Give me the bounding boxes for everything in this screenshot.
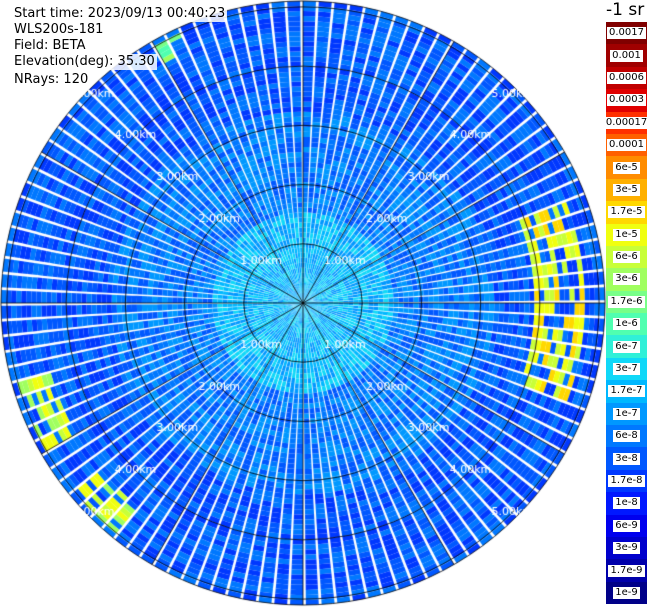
field-label: Field: BETA <box>12 38 88 54</box>
colorbar-swatch: 1e-5 <box>606 223 647 246</box>
colorbar-swatch: 6e-5 <box>606 156 647 179</box>
colorbar-tick-label: 0.0003 <box>607 94 646 107</box>
colorbar-tick-label: 6e-9 <box>613 519 640 532</box>
colorbar-tick-label: 3e-9 <box>613 542 640 555</box>
colorbar-tick-label: 1e-9 <box>613 586 640 599</box>
colorbar-tick-label: 6e-5 <box>613 161 640 174</box>
colorbar-tick-label: 1.7e-5 <box>608 206 645 219</box>
colorbar-swatch: 6e-9 <box>606 514 647 537</box>
colorbar-swatch: 0.0001 <box>606 133 647 157</box>
colorbar: 0.0017 0.001 0.0006 0.0003 0.00017 0.0001 6e-5… <box>603 22 647 605</box>
colorbar-swatch: 3e-7 <box>606 357 647 381</box>
colorbar-tick-label: 0.0006 <box>607 71 646 84</box>
colorbar-tick-label: 0.0001 <box>607 139 646 152</box>
colorbar-swatch: 1e-9 <box>606 581 647 605</box>
colorbar-swatch: 0.0006 <box>606 66 647 90</box>
colorbar-tick-label: 3e-8 <box>613 452 640 465</box>
colorbar-tick-label: 6e-8 <box>613 430 640 443</box>
colorbar-swatch: 1.7e-9 <box>606 559 647 582</box>
colorbar-swatch: 1.7e-6 <box>606 290 647 314</box>
colorbar-swatch: 3e-8 <box>606 447 647 470</box>
colorbar-swatch: 6e-6 <box>606 245 647 269</box>
colorbar-tick-label: 6e-6 <box>613 251 640 264</box>
ppi-plot-canvas <box>0 0 606 607</box>
colorbar-tick-label: 3e-6 <box>613 273 640 286</box>
instrument-label: WLS200s-181 <box>12 22 106 38</box>
colorbar-tick-label: 1.7e-9 <box>608 564 645 577</box>
colorbar-unit-label: -1 sr <box>606 0 645 20</box>
colorbar-tick-label: 0.001 <box>610 49 643 62</box>
colorbar-tick-label: 1.7e-7 <box>608 385 645 398</box>
colorbar-swatch: 1.7e-8 <box>606 469 647 493</box>
colorbar-tick-label: 1e-8 <box>613 497 640 510</box>
colorbar-swatch: 3e-9 <box>606 536 647 560</box>
colorbar-tick-label: 3e-5 <box>613 183 640 196</box>
colorbar-swatch: 6e-8 <box>606 425 647 448</box>
colorbar-tick-label: 1e-6 <box>613 318 640 331</box>
nrays-label: NRays: 120 <box>12 72 91 88</box>
colorbar-tick-label: 6e-7 <box>613 340 640 353</box>
colorbar-swatch: 0.00017 <box>603 111 647 134</box>
colorbar-tick-label: 1.7e-8 <box>608 475 645 487</box>
colorbar-swatch: 1e-7 <box>606 402 647 426</box>
colorbar-tick-label: 0.0017 <box>607 27 646 40</box>
colorbar-tick-label: 1e-7 <box>613 407 640 420</box>
colorbar-swatch: 1.7e-7 <box>606 380 647 403</box>
colorbar-swatch: 0.0003 <box>606 89 647 112</box>
colorbar-swatch: 1e-8 <box>606 492 647 515</box>
colorbar-tick-label: 0.00017 <box>603 116 647 129</box>
elevation-label: Elevation(deg): 35.30 <box>12 54 157 70</box>
colorbar-swatch: 1e-6 <box>606 313 647 336</box>
colorbar-tick-label: 3e-7 <box>613 363 640 376</box>
colorbar-tick-label: 1.7e-6 <box>608 295 645 308</box>
colorbar-swatch: 3e-6 <box>606 268 647 291</box>
colorbar-swatch: 3e-5 <box>606 178 647 202</box>
colorbar-swatch: 0.001 <box>606 44 647 67</box>
colorbar-swatch: 0.0017 <box>606 22 647 45</box>
colorbar-swatch: 1.7e-5 <box>606 201 647 224</box>
colorbar-swatch: 6e-7 <box>606 335 647 358</box>
colorbar-tick-label: 1e-5 <box>613 228 640 241</box>
start-time-label: Start time: 2023/09/13 00:40:23 <box>12 6 228 22</box>
